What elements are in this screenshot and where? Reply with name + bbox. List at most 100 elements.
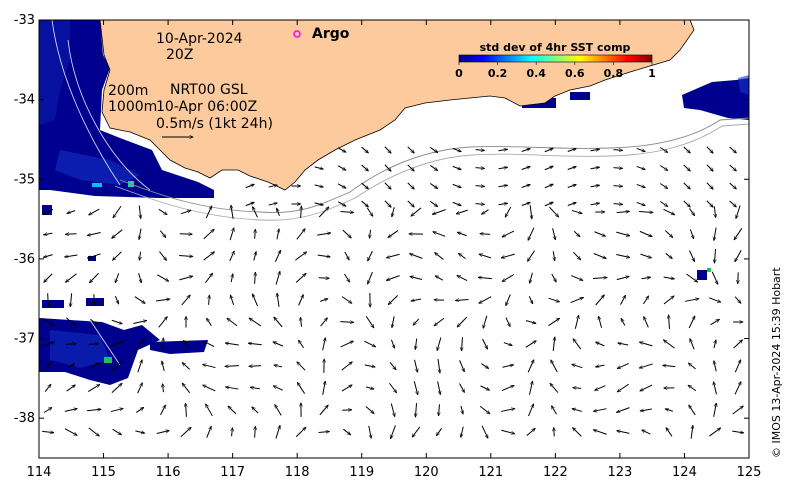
current-arrow-icon — [182, 363, 191, 370]
colorbar-gradient — [458, 54, 653, 63]
current-arrow-icon — [365, 387, 374, 389]
current-arrow-icon — [386, 275, 400, 281]
current-arrow-icon — [613, 150, 623, 151]
current-arrow-icon — [689, 250, 694, 262]
current-arrow-icon — [298, 295, 304, 306]
current-arrow-icon — [274, 250, 280, 262]
current-arrow-icon — [64, 428, 77, 436]
current-arrow-icon — [526, 428, 535, 437]
current-arrow-icon — [298, 340, 304, 349]
current-arrow-icon — [590, 149, 600, 151]
current-arrow-icon — [479, 254, 492, 259]
current-arrow-icon — [461, 405, 463, 414]
current-arrow-icon — [89, 208, 100, 215]
current-arrow-icon — [553, 337, 555, 352]
current-arrow-icon — [455, 300, 469, 301]
current-arrow-icon — [521, 149, 531, 152]
current-arrow-icon — [663, 277, 675, 279]
current-arrow-icon — [319, 405, 328, 416]
current-arrow-icon — [571, 209, 582, 213]
current-arrow-icon — [337, 201, 346, 206]
current-arrow-icon — [295, 252, 306, 261]
current-arrow-icon — [689, 208, 694, 215]
current-arrow-icon — [112, 229, 123, 239]
current-arrow-icon — [389, 382, 396, 393]
current-arrow-icon — [621, 318, 626, 326]
current-arrow-icon — [407, 182, 415, 189]
current-arrow-icon — [44, 233, 53, 235]
current-arrow-icon — [527, 250, 535, 262]
depth-label-200m: 200m — [108, 83, 148, 99]
current-arrow-icon — [498, 149, 508, 150]
current-arrow-icon — [66, 234, 77, 235]
current-arrow-icon — [567, 148, 576, 152]
current-arrow-icon — [274, 317, 283, 328]
current-arrow-icon — [317, 255, 330, 257]
current-arrow-icon — [407, 164, 415, 171]
current-arrow-icon — [225, 343, 239, 346]
current-arrow-icon — [179, 276, 192, 281]
current-arrow-icon — [361, 164, 369, 171]
current-arrow-icon — [182, 383, 191, 394]
current-arrow-icon — [456, 209, 468, 214]
current-arrow-icon — [544, 201, 553, 207]
current-arrow-icon — [439, 404, 440, 415]
depth-label-1000m: 1000m — [108, 99, 157, 115]
current-arrow-icon — [613, 186, 623, 187]
current-arrow-icon — [452, 165, 461, 169]
current-arrow-icon — [593, 430, 607, 435]
current-arrow-icon — [341, 385, 352, 392]
current-arrow-icon — [659, 201, 667, 206]
current-arrow-icon — [159, 251, 166, 261]
current-arrow-icon — [318, 431, 330, 432]
current-arrow-icon — [413, 359, 417, 373]
current-arrow-icon — [343, 428, 350, 435]
current-arrow-icon — [481, 425, 488, 438]
current-arrow-icon — [435, 253, 444, 260]
current-arrow-icon — [410, 254, 423, 259]
current-arrow-icon — [66, 385, 76, 392]
current-arrow-icon — [735, 250, 742, 261]
current-arrow-icon — [203, 252, 215, 261]
current-arrow-icon — [42, 431, 54, 432]
current-arrow-icon — [691, 425, 693, 439]
current-arrow-icon — [544, 183, 553, 189]
current-arrow-icon — [181, 295, 190, 306]
current-arrow-icon — [225, 366, 239, 367]
current-arrow-icon — [729, 146, 737, 153]
current-arrow-icon — [552, 406, 557, 415]
current-arrow-icon — [641, 277, 650, 279]
current-arrow-icon — [639, 230, 652, 238]
current-arrow-icon — [734, 296, 741, 304]
current-arrow-icon — [714, 340, 716, 349]
copyright-label: © IMOS 13-Apr-2024 15:39 Hobart — [770, 267, 783, 458]
current-arrow-icon — [711, 271, 718, 285]
current-arrow-icon — [344, 251, 349, 260]
x-tick-label: 119 — [349, 465, 374, 480]
colorbar: std dev of 4hr SST comp 0 0.2 0.4 0.6 0.8 1 — [455, 41, 656, 80]
current-arrow-icon — [593, 253, 606, 259]
current-arrow-icon — [457, 316, 468, 327]
current-arrow-icon — [44, 273, 53, 282]
current-arrow-icon — [529, 381, 532, 395]
current-arrow-icon — [388, 230, 399, 238]
current-arrow-icon — [65, 344, 76, 345]
current-arrow-icon — [729, 200, 737, 207]
current-arrow-icon — [413, 381, 418, 394]
current-arrow-icon — [498, 185, 508, 186]
current-arrow-icon — [616, 253, 629, 257]
current-arrow-icon — [709, 428, 720, 437]
current-arrow-icon — [435, 276, 444, 281]
plot-area — [39, 20, 749, 458]
current-arrow-icon — [268, 185, 278, 187]
y-tick-label: -36 — [14, 252, 35, 267]
x-axis: 114 115 116 117 118 119 120 121 122 123 124 125 — [27, 20, 761, 480]
colorbar-tick-label: 0.6 — [565, 67, 585, 80]
current-arrow-icon — [341, 362, 353, 371]
current-arrow-icon — [714, 249, 715, 263]
current-arrow-icon — [318, 278, 329, 279]
current-arrow-icon — [502, 230, 515, 237]
current-arrow-icon — [458, 253, 466, 260]
current-arrow-icon — [437, 381, 441, 395]
current-arrow-icon — [590, 167, 600, 169]
